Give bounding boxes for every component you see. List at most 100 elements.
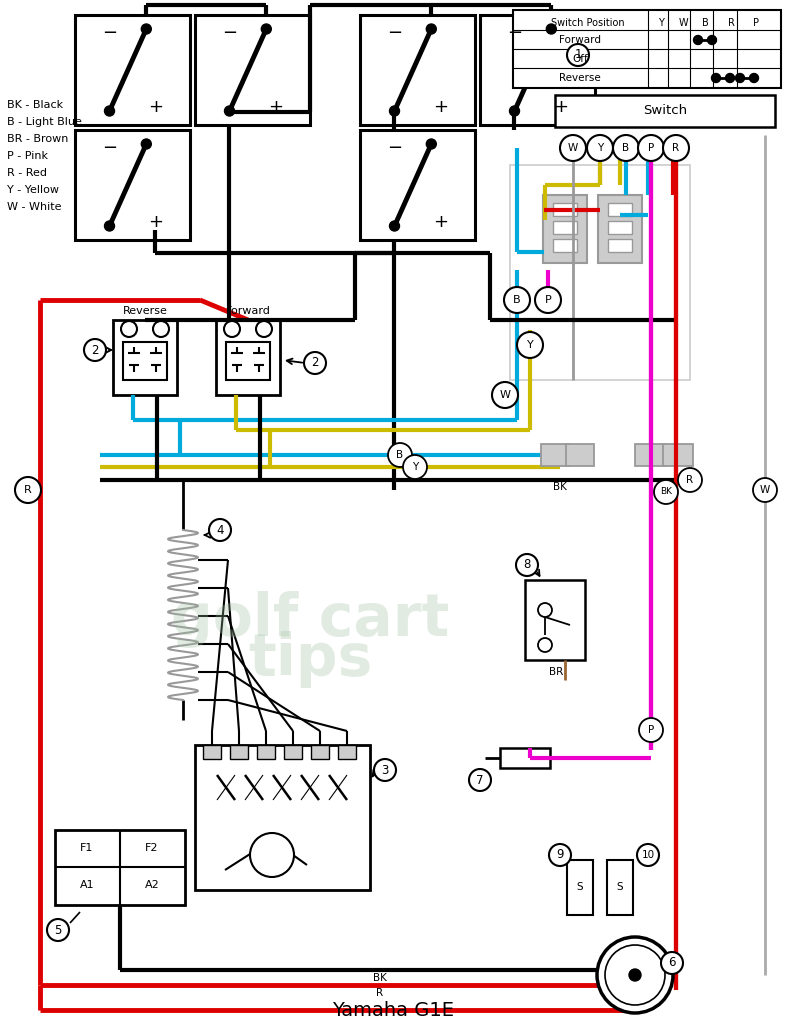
Text: +: +: [433, 213, 448, 231]
Text: W: W: [760, 485, 770, 495]
Bar: [113, 319, 177, 395]
Text: 4: 4: [216, 523, 224, 537]
Text: Switch: Switch: [643, 104, 687, 118]
Bar: [513, 10, 781, 88]
Bar: [75, 15, 190, 125]
Text: Y: Y: [658, 18, 664, 28]
Circle shape: [426, 139, 436, 150]
Circle shape: [711, 74, 721, 83]
Circle shape: [725, 74, 734, 83]
Circle shape: [538, 603, 552, 617]
Text: BK: BK: [373, 973, 387, 983]
Circle shape: [256, 321, 272, 337]
Text: R: R: [686, 475, 693, 485]
Circle shape: [492, 382, 518, 408]
Bar: [203, 745, 221, 759]
Circle shape: [707, 36, 717, 44]
Circle shape: [605, 945, 665, 1005]
Text: −: −: [102, 24, 117, 42]
Circle shape: [538, 638, 552, 652]
Text: Reverse: Reverse: [123, 306, 167, 316]
Bar: [543, 195, 587, 263]
Text: +: +: [268, 98, 283, 116]
Circle shape: [654, 480, 678, 504]
Text: Y: Y: [412, 462, 418, 472]
Bar: [607, 860, 633, 915]
Circle shape: [567, 44, 589, 66]
Text: 5: 5: [54, 924, 61, 937]
Bar: [480, 15, 595, 125]
Bar: [555, 95, 775, 127]
Circle shape: [224, 321, 240, 337]
Text: +: +: [148, 213, 163, 231]
Circle shape: [560, 135, 586, 161]
Text: −: −: [387, 139, 402, 157]
Text: B: B: [513, 295, 521, 305]
Text: BR - Brown: BR - Brown: [7, 134, 68, 144]
Circle shape: [105, 221, 115, 231]
Circle shape: [390, 106, 399, 116]
Text: +: +: [148, 98, 163, 116]
Text: A1: A1: [79, 880, 94, 890]
Bar: [311, 745, 329, 759]
Bar: [230, 745, 248, 759]
Circle shape: [546, 24, 556, 34]
Circle shape: [153, 321, 169, 337]
Circle shape: [638, 135, 664, 161]
Circle shape: [47, 919, 69, 941]
Text: BK: BK: [553, 482, 567, 492]
Circle shape: [509, 106, 520, 116]
Circle shape: [517, 332, 543, 358]
Text: tips: tips: [248, 632, 373, 688]
Bar: [360, 15, 475, 125]
Bar: [75, 130, 190, 240]
Text: R: R: [673, 143, 680, 153]
Text: S: S: [617, 882, 623, 892]
Circle shape: [403, 455, 427, 479]
Text: +: +: [553, 98, 568, 116]
Circle shape: [639, 718, 663, 742]
Bar: [608, 239, 632, 252]
Circle shape: [750, 74, 758, 83]
Text: P: P: [648, 725, 654, 735]
Circle shape: [597, 937, 673, 1013]
Text: +: +: [433, 98, 448, 116]
Text: Yamaha G1E: Yamaha G1E: [332, 1000, 454, 1020]
Bar: [567, 860, 593, 915]
Circle shape: [663, 135, 689, 161]
Text: R: R: [24, 485, 32, 495]
Circle shape: [250, 833, 294, 877]
Text: P: P: [753, 18, 759, 28]
Bar: [500, 748, 550, 768]
Text: P - Pink: P - Pink: [7, 151, 48, 161]
Circle shape: [504, 287, 530, 313]
Text: B - Light Blue: B - Light Blue: [7, 117, 82, 127]
Circle shape: [549, 844, 571, 866]
Circle shape: [613, 135, 639, 161]
Circle shape: [629, 969, 641, 981]
Circle shape: [736, 74, 744, 83]
Circle shape: [426, 24, 436, 34]
Bar: [598, 195, 642, 263]
Bar: [553, 203, 577, 216]
Text: W - White: W - White: [7, 202, 61, 212]
Text: BR: BR: [549, 667, 563, 677]
Bar: [195, 745, 370, 890]
Circle shape: [516, 554, 538, 575]
Bar: [635, 444, 665, 466]
Circle shape: [535, 287, 561, 313]
Circle shape: [304, 352, 326, 374]
Circle shape: [678, 468, 702, 492]
Circle shape: [225, 106, 234, 116]
Bar: [123, 342, 167, 380]
Text: R - Red: R - Red: [7, 168, 47, 178]
Text: BK - Black: BK - Black: [7, 100, 63, 110]
Circle shape: [753, 478, 777, 502]
Text: W: W: [567, 143, 578, 153]
Text: 7: 7: [476, 773, 483, 786]
Text: B: B: [623, 143, 630, 153]
Text: A2: A2: [145, 880, 160, 890]
Bar: [553, 239, 577, 252]
Circle shape: [587, 135, 613, 161]
Circle shape: [209, 519, 231, 541]
